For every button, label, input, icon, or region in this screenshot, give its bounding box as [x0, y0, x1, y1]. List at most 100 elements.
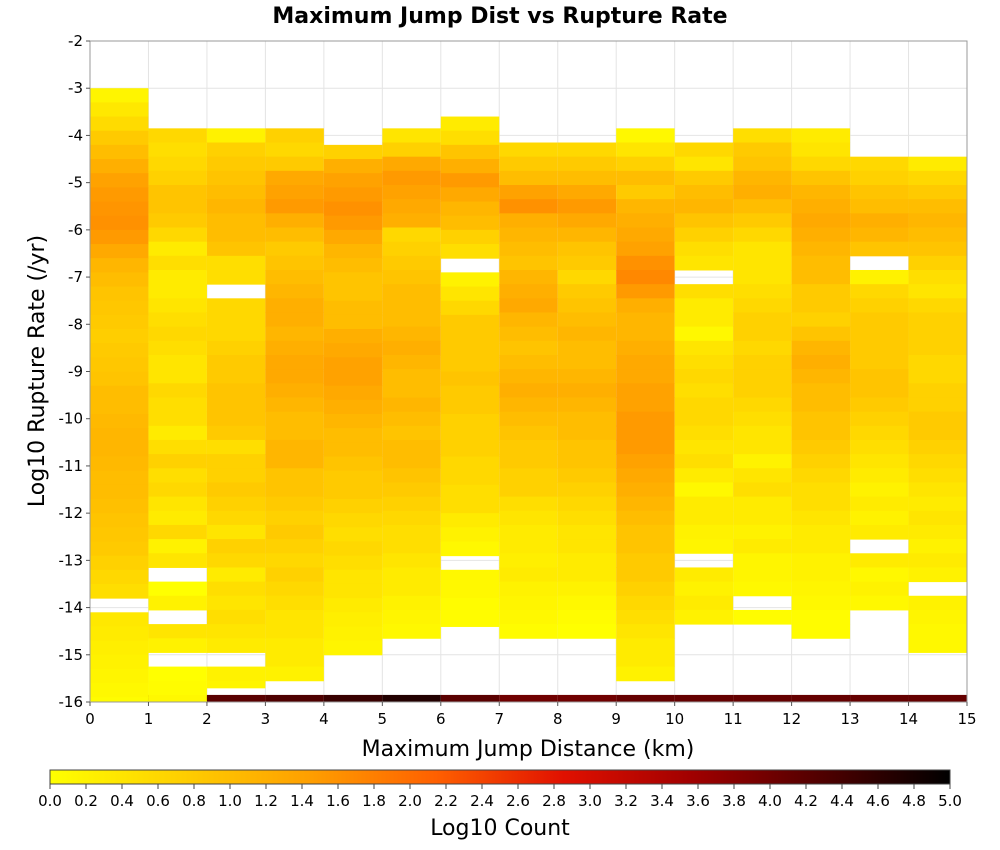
heatmap-cell: [90, 371, 149, 387]
heatmap-cell: [148, 524, 207, 540]
heatmap-cell: [616, 241, 675, 257]
heatmap-cell: [499, 340, 558, 356]
heatmap-cell: [557, 213, 617, 228]
heatmap-cell: [382, 255, 441, 271]
heatmap-cell: [616, 199, 675, 214]
heatmap-cell: [733, 539, 792, 554]
heatmap-cell: [90, 470, 149, 486]
x-tick-label: 0: [85, 710, 95, 728]
heatmap-cell: [499, 284, 558, 299]
heatmap-cell: [908, 439, 967, 455]
heatmap-cell: [733, 185, 792, 200]
heatmap-cell: [382, 142, 441, 158]
heatmap-cell: [674, 284, 734, 299]
y-tick-label: -10: [59, 410, 84, 428]
heatmap-cell: [90, 413, 149, 429]
heatmap-cell: [674, 298, 734, 313]
heatmap-cell: [733, 284, 792, 299]
y-tick-label: -8: [68, 315, 83, 333]
heatmap-cell: [440, 201, 500, 217]
heatmap-cell: [908, 383, 967, 398]
heatmap-cell: [440, 456, 500, 472]
heatmap-cell: [323, 144, 383, 160]
heatmap-cell: [206, 694, 266, 702]
heatmap-cell: [791, 496, 851, 512]
heatmap-cell: [148, 397, 207, 413]
heatmap-cell: [791, 156, 851, 172]
heatmap-cell: [382, 411, 441, 427]
heatmap-cell: [791, 609, 851, 625]
heatmap-cell: [557, 298, 617, 313]
heatmap-cell: [616, 567, 675, 583]
heatmap-cell: [323, 300, 383, 316]
heatmap-cell: [148, 454, 207, 469]
heatmap-cell: [206, 468, 266, 483]
heatmap-cell: [557, 553, 617, 568]
heatmap-cell: [616, 369, 675, 384]
heatmap-cell: [908, 312, 967, 328]
heatmap-cell: [382, 269, 441, 285]
heatmap-cell: [206, 354, 266, 370]
heatmap-cell: [908, 609, 967, 625]
heatmap-cell: [499, 581, 558, 597]
heatmap-cell: [674, 609, 734, 625]
heatmap-cell: [557, 227, 617, 243]
heatmap-cell: [148, 255, 207, 271]
heatmap-cell: [323, 569, 383, 585]
heatmap-cell: [148, 213, 207, 228]
heatmap-cell: [499, 425, 558, 441]
heatmap-cell: [265, 553, 324, 568]
heatmap-cell: [908, 468, 967, 483]
heatmap-cell: [674, 694, 734, 702]
y-tick-label: -16: [59, 693, 84, 711]
heatmap-cell: [90, 527, 149, 542]
heatmap-cell: [323, 694, 383, 702]
heatmap-cell: [850, 170, 909, 186]
heatmap-cell: [908, 170, 967, 186]
heatmap-cell: [265, 383, 324, 398]
heatmap-cell: [733, 128, 792, 144]
y-tick-label: -14: [59, 599, 84, 617]
heatmap-cell: [148, 284, 207, 299]
y-axis-label: Log10 Rupture Rate (/yr): [25, 235, 50, 507]
heatmap-cell: [206, 170, 266, 186]
heatmap-cell: [557, 539, 617, 554]
heatmap-cell: [90, 286, 149, 302]
heatmap-cell: [616, 624, 675, 639]
heatmap-cell: [499, 213, 558, 228]
heatmap-cell: [908, 241, 967, 257]
heatmap-cell: [499, 694, 558, 702]
heatmap-cell: [674, 185, 734, 200]
heatmap-cell: [908, 326, 967, 342]
heatmap-cell: [908, 369, 967, 384]
heatmap-cell: [206, 454, 266, 469]
heatmap-cell: [265, 369, 324, 384]
heatmap-cell: [674, 142, 734, 158]
heatmap-cell: [499, 609, 558, 625]
heatmap-cell: [499, 312, 558, 328]
heatmap-cell: [265, 340, 324, 356]
heatmap-cell: [206, 595, 266, 611]
heatmap-cell: [206, 156, 266, 172]
colorbar-tick-label: 0.4: [110, 792, 134, 810]
colorbar-tick-label: 4.4: [830, 792, 854, 810]
heatmap-cell: [674, 397, 734, 413]
heatmap-cell: [674, 199, 734, 214]
heatmap-cell: [557, 369, 617, 384]
heatmap-cell: [206, 326, 266, 342]
heatmap-cell: [791, 213, 851, 228]
heatmap-cell: [265, 638, 324, 653]
heatmap-cell: [323, 513, 383, 528]
heatmap-cell: [148, 510, 207, 526]
heatmap-cell: [908, 185, 967, 200]
heatmap-cell: [382, 454, 441, 469]
heatmap-cell: [499, 354, 558, 370]
heatmap-cell: [90, 385, 149, 401]
heatmap-cell: [206, 439, 266, 455]
heatmap-cell: [616, 468, 675, 483]
heatmap-cell: [733, 581, 792, 597]
heatmap-cell: [791, 326, 851, 342]
heatmap-cell: [733, 170, 792, 186]
x-tick-label: 3: [261, 710, 271, 728]
heatmap-cell: [90, 159, 149, 174]
